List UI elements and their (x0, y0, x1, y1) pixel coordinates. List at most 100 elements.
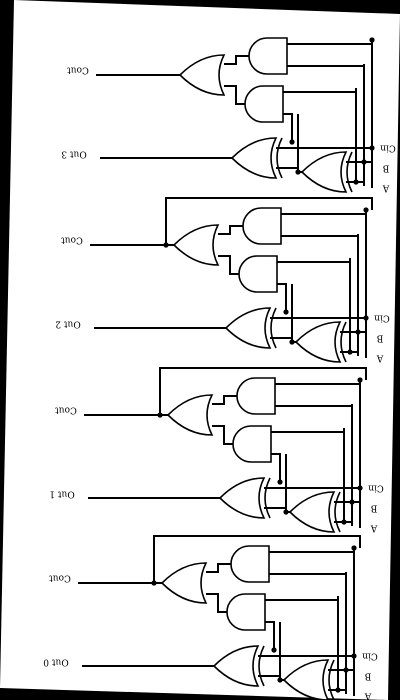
junction-dot (357, 377, 363, 383)
junction-dot (351, 545, 357, 551)
input-cin-label: Cin (374, 313, 390, 323)
xor-gate-1-back-curve (346, 151, 353, 193)
input-cin-label: Cin (362, 651, 378, 661)
sum-output-label-group: Out 3 (61, 149, 87, 159)
wire (206, 563, 231, 573)
input-b-label-group: B (364, 671, 371, 681)
sum-output-label-group: Out 0 (43, 657, 69, 667)
wire (212, 395, 237, 405)
input-cin-label: Cin (368, 483, 384, 493)
input-b-label: B (364, 671, 371, 681)
junction-dot (157, 412, 163, 418)
input-cin-label-group: Cin (362, 651, 378, 661)
xor-gate-2-back-curve (258, 645, 265, 687)
junction-dot (271, 647, 277, 653)
full-adder-stage-1: Out 1 Cout AB Cin (49, 367, 384, 533)
wire (224, 85, 245, 105)
junction-dot (277, 677, 283, 683)
junction-dot (283, 509, 289, 515)
sum-output-label: Out 0 (43, 657, 69, 667)
junction-dot (349, 499, 355, 505)
wire (283, 113, 293, 142)
carry-out-label: Cout (55, 405, 77, 415)
or-gate-carry (178, 54, 226, 96)
xor-gate-1 (294, 321, 342, 363)
full-adder-stage-2: Out 2 Cout AB Cin (55, 197, 390, 363)
junction-dot (347, 349, 353, 355)
junction-dot (361, 159, 367, 165)
wire (218, 255, 239, 275)
input-a-label: A (376, 353, 384, 363)
input-b-label-group: B (376, 333, 383, 343)
xor-gate-1-back-curve (340, 321, 347, 363)
and-gate-top (242, 207, 282, 245)
junction-dot (151, 580, 157, 586)
carry-out-label: Cout (61, 235, 83, 245)
wire (224, 55, 249, 65)
and-gate-top (248, 37, 288, 75)
input-a-label-group: A (370, 523, 378, 533)
input-a-label-group: A (364, 691, 372, 700)
input-cin-label-group: Cin (374, 313, 390, 323)
junction-dot (369, 37, 375, 43)
input-a-label-group: A (376, 353, 384, 363)
wire (271, 453, 281, 482)
junction-dot (289, 339, 295, 345)
sum-output-label-group: Out 1 (49, 489, 74, 499)
junction-dot (353, 179, 359, 185)
sum-output-label: Out 1 (49, 489, 74, 499)
input-b-label: B (382, 163, 389, 173)
junction-dot (343, 667, 349, 673)
full-adder-stage-3: Out 3 Cout AB Cin (61, 37, 396, 193)
or-gate-carry (160, 562, 208, 604)
xor-gate-2-back-curve (270, 307, 277, 349)
xor-gate-1 (288, 491, 336, 533)
junction-dot (277, 479, 283, 485)
sum-output-label: Out 2 (55, 319, 80, 329)
xor-gate-2-back-curve (264, 477, 271, 519)
carry-out-label-group: Cout (55, 405, 77, 415)
carry-out-label-group: Cout (61, 235, 83, 245)
xor-gate-1 (300, 151, 348, 193)
input-a-label: A (382, 183, 390, 193)
xor-gate-2 (212, 645, 260, 687)
and-gate-top (236, 377, 276, 415)
carry-out-label: Cout (67, 65, 89, 75)
junction-dot (341, 519, 347, 525)
xor-gate-2 (224, 307, 272, 349)
carry-out-label-group: Cout (49, 573, 71, 583)
and-gate-bottom (238, 255, 278, 293)
junction-dot (283, 309, 289, 315)
junction-dot (351, 653, 357, 659)
junction-dot (289, 139, 295, 145)
xor-gate-1 (282, 659, 330, 700)
wire (165, 197, 373, 245)
wire (206, 593, 227, 613)
wire (212, 425, 233, 445)
input-cin-label-group: Cin (380, 143, 396, 153)
sum-output-label-group: Out 2 (55, 319, 80, 329)
sum-output-label: Out 3 (61, 149, 87, 159)
junction-dot (369, 145, 375, 151)
input-cin-label: Cin (380, 143, 396, 153)
xor-gate-2 (218, 477, 266, 519)
xor-gate-2 (230, 137, 278, 179)
junction-dot (363, 315, 369, 321)
input-a-label: A (370, 523, 378, 533)
wire (153, 535, 361, 583)
junction-dot (355, 329, 361, 335)
xor-gate-1-back-curve (334, 491, 341, 533)
input-a-label: A (364, 691, 372, 700)
wire (265, 621, 275, 650)
input-cin-label-group: Cin (368, 483, 384, 493)
input-b-label: B (376, 333, 383, 343)
junction-dot (363, 207, 369, 213)
input-b-label-group: B (370, 503, 377, 513)
wire (159, 367, 367, 415)
xor-gate-1-back-curve (328, 659, 335, 700)
xor-gate-2-back-curve (276, 137, 283, 179)
full-adder-stage-0: Out 0 Cout A B Cin (43, 535, 378, 700)
